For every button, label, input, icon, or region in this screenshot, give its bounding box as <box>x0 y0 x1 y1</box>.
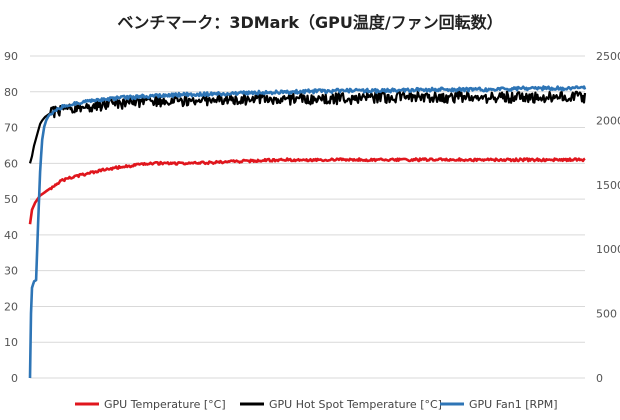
legend-label: GPU Fan1 [RPM] <box>469 398 558 411</box>
left-tick-label: 0 <box>11 372 18 385</box>
legend-label: GPU Hot Spot Temperature [°C] <box>269 398 442 411</box>
right-tick-label: 2000 <box>596 114 620 127</box>
left-axis-ticks: 0 10 20 30 40 50 60 70 80 90 <box>4 50 18 385</box>
left-tick-label: 30 <box>4 265 18 278</box>
series-lines <box>28 85 587 379</box>
legend-item: GPU Hot Spot Temperature [°C] <box>240 398 442 411</box>
right-axis-ticks: 0 500 1000 1500 2000 2500 <box>596 50 620 385</box>
legend: GPU Temperature [°C] GPU Hot Spot Tempera… <box>75 398 558 411</box>
left-tick-label: 90 <box>4 50 18 63</box>
left-tick-label: 60 <box>4 157 18 170</box>
series-line-gpu-hot-spot <box>28 90 587 164</box>
left-tick-label: 40 <box>4 229 18 242</box>
left-tick-label: 10 <box>4 336 18 349</box>
right-tick-label: 1500 <box>596 179 620 192</box>
chart-title: ベンチマーク：3DMark（GPU温度/ファン回転数） <box>117 13 502 32</box>
left-tick-label: 80 <box>4 86 18 99</box>
legend-item: GPU Temperature [°C] <box>75 398 226 411</box>
legend-label: GPU Temperature [°C] <box>104 398 226 411</box>
legend-item: GPU Fan1 [RPM] <box>440 398 558 411</box>
left-tick-label: 50 <box>4 193 18 206</box>
right-tick-label: 2500 <box>596 50 620 63</box>
right-tick-label: 500 <box>596 308 617 321</box>
left-tick-label: 70 <box>4 122 18 135</box>
left-tick-label: 20 <box>4 300 18 313</box>
series-line-gpu-temperature <box>28 157 586 225</box>
series-line-gpu-fan1 <box>28 85 587 379</box>
right-tick-label: 0 <box>596 372 603 385</box>
right-tick-label: 1000 <box>596 243 620 256</box>
